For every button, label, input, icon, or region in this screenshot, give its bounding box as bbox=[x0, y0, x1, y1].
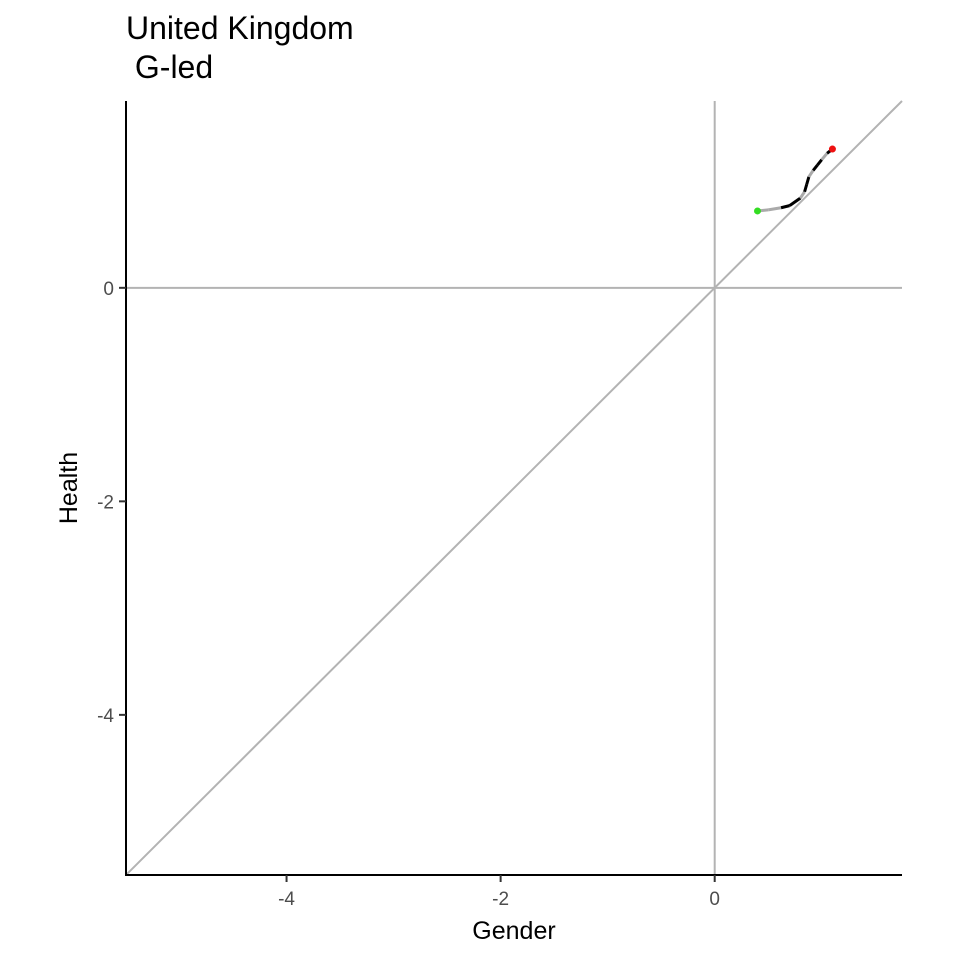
trajectory-end-point bbox=[828, 145, 836, 153]
trajectory-segment bbox=[799, 190, 806, 199]
trajectory-segment bbox=[807, 169, 815, 178]
trajectory-segment bbox=[780, 204, 790, 210]
trajectory-segment bbox=[805, 176, 811, 185]
axes bbox=[125, 101, 902, 876]
chart-title-line-2: G-led bbox=[126, 49, 213, 85]
trajectory-segment bbox=[767, 206, 782, 212]
y-tick-label: 0 bbox=[103, 279, 114, 300]
chart-title-line-1: United Kingdom bbox=[126, 10, 354, 46]
x-tick-label: -2 bbox=[492, 889, 509, 910]
y-axis-label: Health bbox=[55, 452, 83, 524]
trajectory-start-point bbox=[754, 207, 762, 215]
y-tick-label: -4 bbox=[97, 706, 114, 727]
trajectory-segment bbox=[803, 183, 809, 193]
y-axis-ticks: -4 -2 0 bbox=[97, 279, 126, 727]
x-tick-label: 0 bbox=[709, 889, 720, 910]
x-axis-ticks: -4 -2 0 bbox=[278, 875, 720, 910]
trajectory bbox=[754, 145, 836, 215]
trajectory-segment bbox=[811, 164, 819, 172]
trajectory-segment bbox=[788, 196, 802, 207]
reference-lines bbox=[125, 100, 903, 876]
trajectory-segment bbox=[820, 152, 829, 161]
x-axis-label: Gender bbox=[472, 917, 555, 945]
x-tick-label: -4 bbox=[278, 889, 295, 910]
identity-diagonal-line bbox=[125, 100, 903, 876]
trajectory-segment bbox=[816, 158, 823, 166]
y-tick-label: -2 bbox=[97, 492, 114, 513]
